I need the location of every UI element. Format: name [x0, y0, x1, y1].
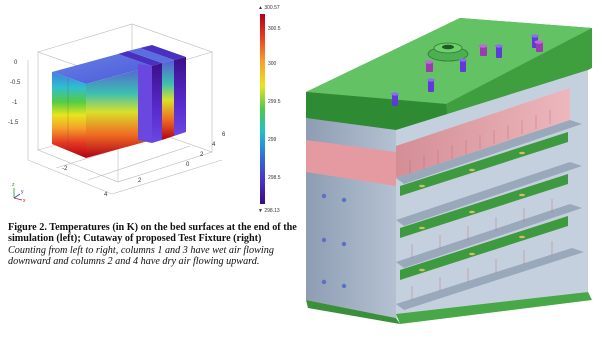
cut-fins: [409, 110, 553, 300]
test-fixture-cutaway: [306, 18, 592, 324]
figure-caption: Figure 2. Temperatures (in K) on the bed…: [8, 222, 300, 268]
tick-label: -1: [12, 100, 18, 106]
tick-label: 0: [186, 162, 190, 168]
triad-label: x: [23, 198, 26, 204]
cold-column-4: [140, 45, 186, 136]
axis-triad: z x y: [12, 182, 26, 204]
triad-label: y: [21, 189, 24, 195]
simulation-panel: 0 -0.5 -1 -1.5 2 4 -2 0 2 4 6 z x y ▲ 30…: [0, 0, 300, 343]
colorbar-gradient: [260, 14, 265, 204]
tick-label: -2: [62, 166, 68, 172]
bolts: [424, 40, 544, 72]
rods: [391, 34, 539, 106]
shelves: [306, 120, 592, 324]
triad-label: z: [12, 182, 15, 188]
colorbar-max-label: ▲ 300.57: [258, 5, 280, 11]
test-fixture-panel: [300, 0, 602, 343]
axis-tick-labels: 0 -0.5 -1 -1.5 2 4 -2 0 2 4 6: [8, 60, 226, 198]
tick-label: -0.5: [10, 80, 21, 86]
side-dots: [321, 193, 347, 289]
tick-label: -1.5: [8, 120, 19, 126]
colorbar-min-label: ▼ 298.13: [258, 208, 280, 214]
heated-column-block: [52, 54, 152, 158]
colorbar-tick: 298.5: [268, 175, 281, 181]
tick-label: 2: [200, 152, 204, 158]
tick-label: 0: [14, 60, 18, 66]
colorbar-tick: 300: [268, 61, 277, 67]
colorbar-tick: 299.5: [268, 99, 281, 105]
shelf-markers: [419, 151, 525, 272]
tick-label: 4: [212, 142, 216, 148]
colorbar: ▲ 300.57 300.5 300 299.5 299 298.5 ▼ 298…: [258, 5, 281, 214]
temperature-plot: 0 -0.5 -1 -1.5 2 4 -2 0 2 4 6 z x y ▲ 30…: [8, 5, 281, 214]
colorbar-tick: 299: [268, 137, 277, 143]
heated-column-3: [128, 48, 174, 140]
colorbar-tick: 300.5: [268, 26, 281, 32]
cold-column-2: [118, 51, 162, 143]
tick-label: 4: [104, 192, 108, 198]
tick-label: 6: [222, 132, 226, 138]
tick-label: 2: [138, 178, 142, 184]
caption-description: Counting from left to right, columns 1 a…: [8, 244, 274, 268]
caption-title: Figure 2. Temperatures (in K) on the bed…: [8, 222, 297, 245]
